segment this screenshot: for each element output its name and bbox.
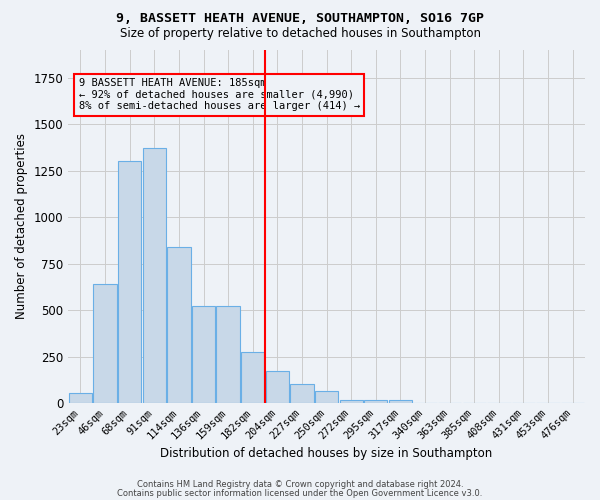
- Y-axis label: Number of detached properties: Number of detached properties: [15, 134, 28, 320]
- Text: Contains HM Land Registry data © Crown copyright and database right 2024.: Contains HM Land Registry data © Crown c…: [137, 480, 463, 489]
- X-axis label: Distribution of detached houses by size in Southampton: Distribution of detached houses by size …: [160, 447, 493, 460]
- Bar: [340, 400, 363, 403]
- Text: 9 BASSETT HEATH AVENUE: 185sqm
← 92% of detached houses are smaller (4,990)
8% o: 9 BASSETT HEATH AVENUE: 185sqm ← 92% of …: [79, 78, 360, 112]
- Bar: [315, 391, 338, 403]
- Bar: [217, 306, 240, 403]
- Bar: [69, 393, 92, 403]
- Bar: [290, 384, 314, 403]
- Text: Contains public sector information licensed under the Open Government Licence v3: Contains public sector information licen…: [118, 488, 482, 498]
- Bar: [94, 284, 117, 403]
- Bar: [192, 306, 215, 403]
- Bar: [389, 400, 412, 403]
- Bar: [241, 352, 265, 403]
- Text: Size of property relative to detached houses in Southampton: Size of property relative to detached ho…: [119, 28, 481, 40]
- Bar: [143, 148, 166, 403]
- Bar: [364, 400, 388, 403]
- Text: 9, BASSETT HEATH AVENUE, SOUTHAMPTON, SO16 7GP: 9, BASSETT HEATH AVENUE, SOUTHAMPTON, SO…: [116, 12, 484, 26]
- Bar: [167, 247, 191, 403]
- Bar: [118, 162, 142, 403]
- Bar: [266, 372, 289, 403]
